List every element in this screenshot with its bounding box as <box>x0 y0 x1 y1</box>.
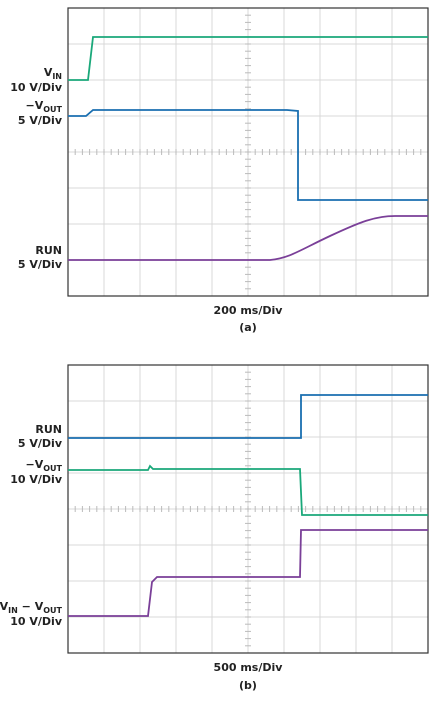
label-text: −V <box>26 99 44 112</box>
channel-label: RUN <box>35 244 62 257</box>
channel-scale: 5 V/Div <box>18 114 63 127</box>
frame <box>67 364 429 654</box>
label-text: V <box>44 66 53 79</box>
channel-label: −VOUT <box>26 99 63 114</box>
channel-scale: 5 V/Div <box>18 258 63 271</box>
label-text: −V <box>26 458 44 471</box>
label-sub: IN <box>8 606 18 615</box>
channel-label: VIN <box>44 66 62 81</box>
grids <box>67 7 429 654</box>
channel-label: −VOUT <box>26 458 63 473</box>
caption: (a) <box>239 321 256 334</box>
channel-scale: 5 V/Div <box>18 437 63 450</box>
trace <box>68 215 428 261</box>
channel-scale: 10 V/Div <box>10 615 63 628</box>
caption: (b) <box>239 679 257 692</box>
channel-label: VIN − VOUT <box>0 600 63 615</box>
frame <box>67 7 429 297</box>
trace <box>68 394 428 439</box>
trace <box>68 529 428 617</box>
trace <box>68 464 428 516</box>
channel-label: RUN <box>35 423 62 436</box>
label-sub: OUT <box>43 105 62 114</box>
channel-scale: 10 V/Div <box>10 81 63 94</box>
trace <box>68 109 428 201</box>
label-text: V <box>0 600 9 613</box>
label-text: − V <box>18 600 44 613</box>
timebase: 500 ms/Div <box>214 661 284 674</box>
channel-scale: 10 V/Div <box>10 473 63 486</box>
label-sub: IN <box>52 72 62 81</box>
label-sub: OUT <box>43 606 62 615</box>
trace <box>68 36 428 81</box>
label-sub: OUT <box>43 464 62 473</box>
timebase: 200 ms/Div <box>214 304 284 317</box>
